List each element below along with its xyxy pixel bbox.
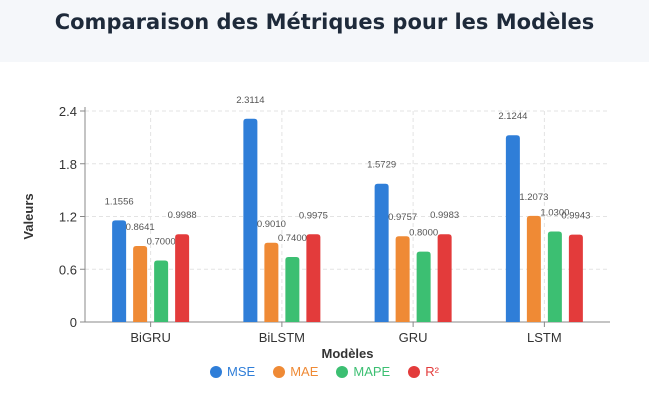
legend-label: MSE (227, 364, 256, 379)
data-label: 0.9010 (257, 219, 286, 230)
legend-item[interactable]: R² (408, 364, 439, 379)
data-label: 0.9988 (168, 210, 197, 221)
y-tick-label: 2.4 (59, 104, 77, 119)
chart-title: Comparaison des Métriques pour les Modèl… (54, 10, 595, 34)
y-tick-label: 1.8 (59, 157, 77, 172)
bar-r-lstm (568, 234, 583, 322)
x-tick-label: BiGRU (130, 330, 170, 345)
bar-mape-gru (416, 251, 431, 322)
title-banner (0, 0, 649, 62)
y-axis-title: Valeurs (21, 193, 36, 239)
bar-r-gru (437, 234, 452, 322)
legend-marker (408, 365, 421, 378)
data-label: 0.7400 (278, 233, 307, 244)
data-label: 2.3114 (236, 95, 264, 106)
data-label: 2.1244 (498, 111, 527, 122)
data-label: 0.8000 (409, 228, 438, 239)
legend-label: MAE (290, 364, 319, 379)
legend-item[interactable]: MAPE (336, 364, 390, 379)
data-label: 1.1556 (105, 196, 134, 207)
bar-mse-lstm (505, 135, 520, 322)
bar-mape-lstm (547, 231, 562, 322)
bar-r-bilstm (306, 234, 321, 322)
data-label: 0.9943 (561, 211, 590, 222)
bar-mae-bilstm (264, 242, 279, 322)
data-label: 0.7000 (147, 236, 176, 247)
data-label: 1.2073 (519, 192, 548, 203)
legend-label: R² (425, 364, 439, 379)
x-tick-label: GRU (399, 330, 428, 345)
bar-r-bigru (175, 234, 190, 322)
bar-mse-gru (374, 183, 389, 322)
legend-label: MAPE (353, 364, 391, 379)
bar-mae-gru (395, 236, 410, 322)
data-label: 0.9975 (299, 210, 328, 221)
x-tick-label: LSTM (527, 330, 562, 345)
data-label: 0.8641 (126, 222, 155, 233)
chart-legend: MSE MAE MAPE R² (0, 364, 649, 379)
data-label: 1.0300 (540, 207, 569, 218)
y-tick-label: 0.6 (59, 262, 77, 277)
bar-mae-bigru (133, 246, 148, 322)
data-label: 0.9983 (430, 210, 459, 221)
data-label: 1.5729 (367, 160, 396, 171)
x-axis-title: Modèles (321, 346, 373, 361)
x-tick-label: BiLSTM (259, 330, 305, 345)
bar-mae-lstm (526, 215, 541, 322)
legend-marker (273, 365, 286, 378)
bar-mse-bilstm (243, 118, 258, 322)
y-tick-label: 1.2 (59, 210, 77, 225)
legend-marker (210, 365, 223, 378)
legend-marker (336, 365, 349, 378)
legend-item[interactable]: MAE (273, 364, 318, 379)
bar-mse-bigru (112, 220, 127, 322)
bar-mape-bilstm (285, 256, 300, 322)
legend-item[interactable]: MSE (210, 364, 255, 379)
y-tick-label: 0 (70, 315, 77, 330)
bar-mape-bigru (154, 260, 169, 322)
data-label: 0.9757 (388, 212, 417, 223)
